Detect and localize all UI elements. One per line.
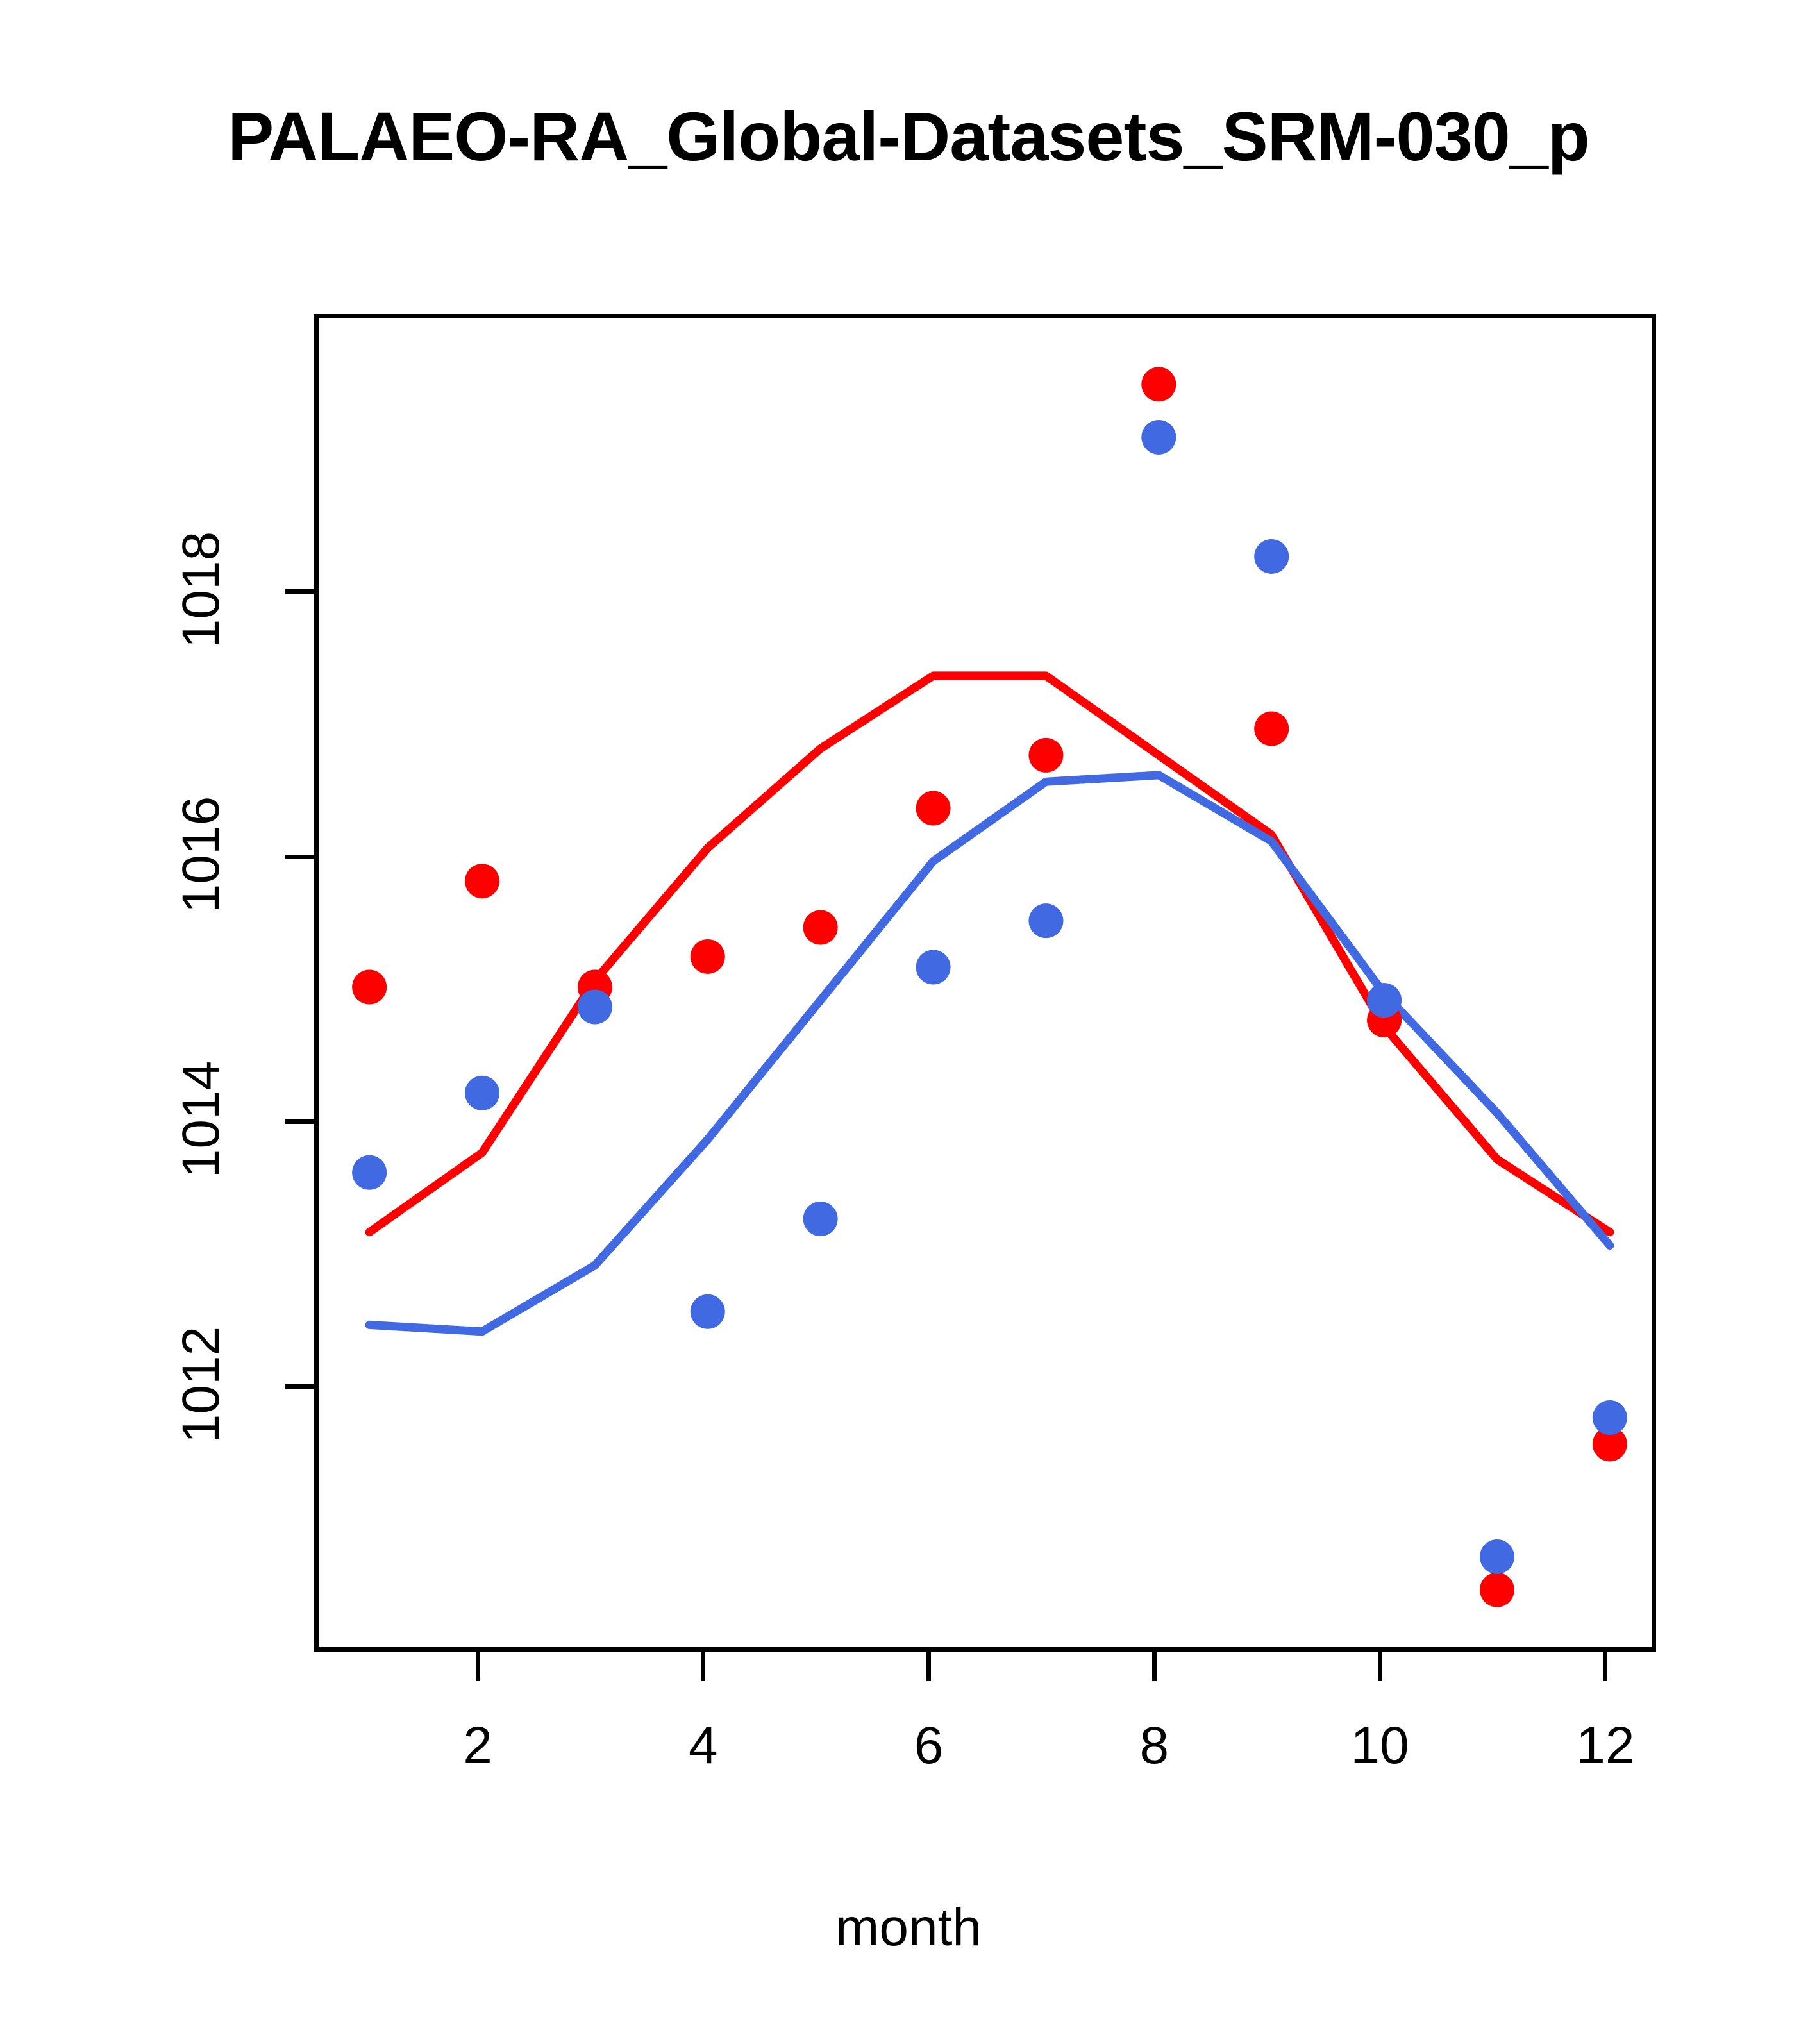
data-point xyxy=(1028,737,1064,773)
data-point xyxy=(1367,983,1402,1018)
data-point xyxy=(352,1155,387,1190)
x-tick-label: 6 xyxy=(914,1716,944,1775)
y-tick-label: 1018 xyxy=(172,531,230,649)
x-tick-label: 8 xyxy=(1139,1716,1169,1775)
data-point xyxy=(1592,1400,1627,1436)
data-point xyxy=(1254,539,1289,574)
y-tick-mark xyxy=(285,1119,314,1124)
data-point xyxy=(1479,1539,1514,1575)
data-point xyxy=(916,791,951,826)
data-point xyxy=(1479,1572,1514,1607)
y-tick-label: 1014 xyxy=(172,1061,230,1178)
data-point xyxy=(803,910,838,945)
x-tick-label: 2 xyxy=(463,1716,492,1775)
data-point xyxy=(690,1294,725,1329)
point-series-group xyxy=(352,367,1627,1607)
y-tick-label: 1016 xyxy=(172,796,230,914)
line-red-line xyxy=(365,671,1614,1237)
plot-canvas xyxy=(352,367,1627,1607)
chart-title: PALAEO-RA_Global-Datasets_SRM-030_p xyxy=(228,97,1590,175)
line-series-group xyxy=(365,671,1614,1336)
data-point xyxy=(1028,903,1064,939)
data-point xyxy=(1254,711,1289,746)
x-tick-label: 4 xyxy=(688,1716,718,1775)
y-tick-mark xyxy=(285,1384,314,1389)
line-blue-line xyxy=(365,771,1614,1336)
data-point xyxy=(1141,367,1176,402)
data-point xyxy=(1592,1427,1627,1462)
data-point xyxy=(690,939,725,974)
x-tick-label: 10 xyxy=(1350,1716,1409,1775)
data-point xyxy=(803,1202,838,1237)
y-tick-mark xyxy=(285,589,314,594)
data-point xyxy=(465,864,500,899)
data-point xyxy=(352,969,387,1005)
y-tick-mark xyxy=(285,854,314,859)
x-tick-label: 12 xyxy=(1576,1716,1635,1775)
x-axis-title: month xyxy=(835,1898,982,1957)
data-point xyxy=(916,950,951,985)
plot-area xyxy=(314,314,1656,1652)
data-point xyxy=(1141,419,1176,455)
data-point xyxy=(465,1075,500,1110)
y-tick-label: 1012 xyxy=(172,1326,230,1443)
data-point xyxy=(577,989,612,1025)
